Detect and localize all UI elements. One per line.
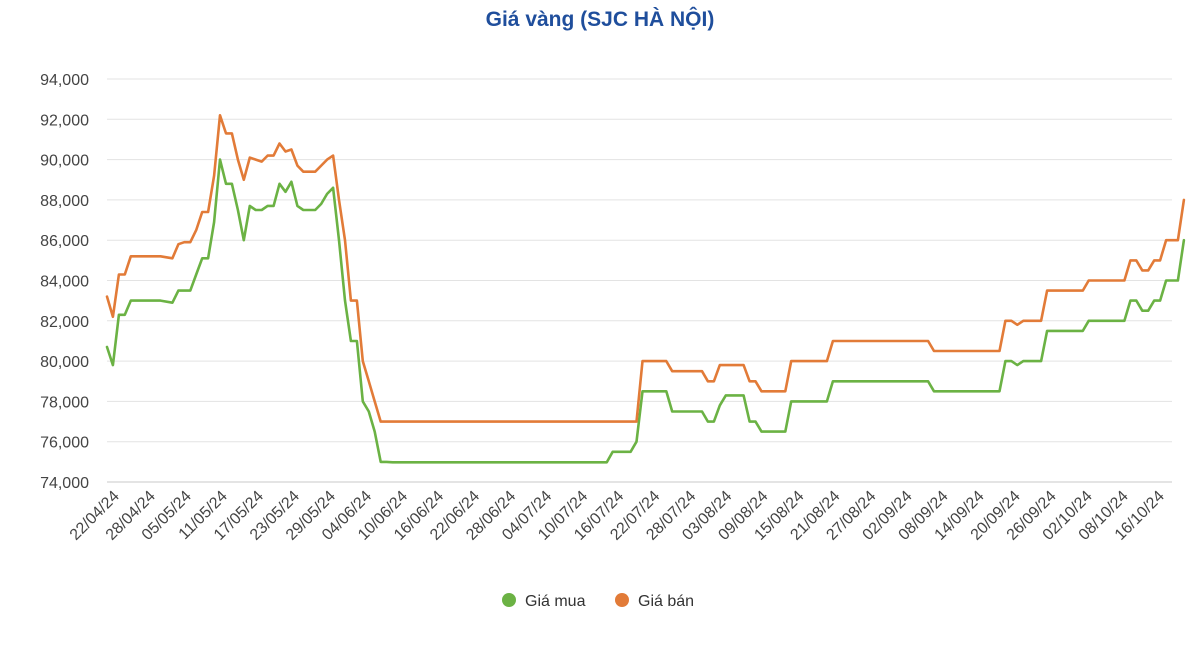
- y-tick-label: 90,000: [40, 153, 89, 170]
- series-lines: [105, 114, 1186, 464]
- y-axis-ticks: 74,000 76,000 78,000 80,000 82,000 84,000 86,0…: [40, 72, 89, 492]
- y-tick-label: 82,000: [40, 314, 89, 331]
- legend-item-gia-mua[interactable]: Giá mua: [502, 593, 586, 610]
- grid-lines: [107, 78, 1172, 483]
- y-tick-label: 86,000: [40, 233, 89, 250]
- y-tick-label: 74,000: [40, 475, 89, 492]
- y-tick-label: 80,000: [40, 354, 89, 371]
- legend-label-gia-ban: Giá bán: [638, 593, 694, 610]
- legend: Giá mua Giá bán: [502, 593, 694, 610]
- y-tick-label: 78,000: [40, 394, 89, 411]
- y-tick-label: 94,000: [40, 72, 89, 89]
- chart-title: Giá vàng (SJC HÀ NỘI): [486, 7, 715, 31]
- y-tick-label: 88,000: [40, 193, 89, 210]
- legend-label-gia-mua: Giá mua: [525, 593, 586, 610]
- series-line-gia-ban: [105, 114, 1186, 423]
- y-tick-label: 84,000: [40, 274, 89, 291]
- legend-item-gia-ban[interactable]: Giá bán: [615, 593, 694, 610]
- y-tick-label: 92,000: [40, 112, 89, 129]
- x-axis-ticks: 22/04/2428/04/2405/05/2411/05/2417/05/24…: [67, 488, 1168, 544]
- legend-marker-gia-mua: [502, 593, 516, 607]
- series-line-gia-mua: [105, 158, 1186, 464]
- legend-marker-gia-ban: [615, 593, 629, 607]
- y-tick-label: 76,000: [40, 435, 89, 452]
